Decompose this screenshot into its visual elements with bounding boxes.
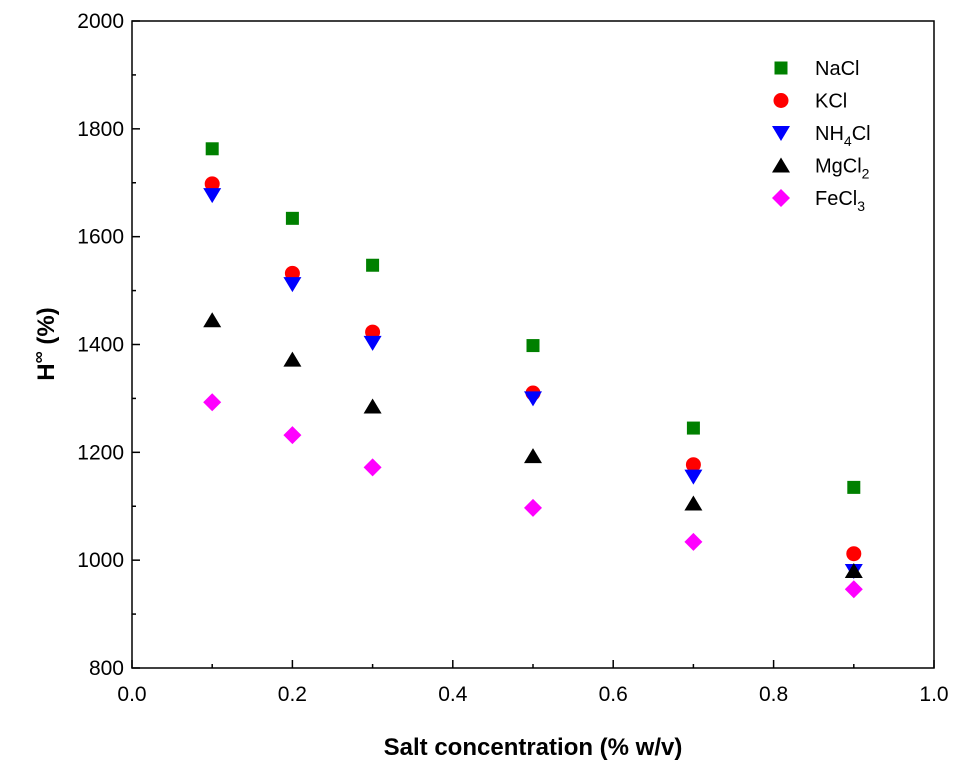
y-tick-label: 800: [89, 657, 124, 680]
legend-label-subscript: 2: [862, 166, 870, 182]
legend-marker: [772, 157, 790, 173]
x-tick-label: 0.8: [759, 683, 788, 706]
data-point: [526, 339, 540, 353]
data-point: [524, 498, 542, 517]
legend-label-subscript: 3: [857, 198, 865, 214]
data-point: [363, 458, 382, 477]
series-NH4Cl: [203, 188, 863, 579]
y-tick-label: 1600: [77, 226, 124, 249]
x-tick-label: 0.6: [599, 683, 628, 706]
legend-label-part: KCl: [815, 91, 847, 113]
data-point: [685, 457, 701, 473]
data-point: [283, 351, 302, 367]
x-tick-label: 0.4: [438, 683, 468, 706]
legend-label: NH4Cl: [815, 123, 871, 149]
data-point: [284, 265, 300, 281]
legend-label: MgCl2: [815, 156, 870, 182]
y-tick-label: 1200: [77, 441, 124, 464]
data-point: [684, 495, 703, 511]
legend-marker: [773, 93, 789, 108]
data-point: [686, 421, 700, 435]
x-tick-label: 0.0: [117, 683, 146, 706]
data-point: [524, 391, 542, 407]
legend-label-subscript: 4: [844, 133, 852, 149]
legend-label: FeCl3: [815, 188, 865, 214]
data-point: [844, 562, 863, 578]
data-point: [203, 188, 222, 204]
y-axis-title-sup: ∞: [29, 351, 48, 363]
data-point: [846, 546, 862, 562]
data-point: [365, 324, 381, 340]
data-point: [844, 580, 863, 599]
data-point: [684, 469, 703, 485]
x-axis: 0.0 0.2 0.4 0.6 0.8 1.0: [117, 660, 949, 706]
data-point: [204, 176, 220, 192]
data-point: [524, 448, 542, 464]
y-tick-label: 2000: [77, 10, 124, 33]
legend-label-part: NH: [815, 123, 844, 145]
legend-label-part: FeCl: [815, 188, 857, 210]
x-tick-label: 1.0: [919, 683, 948, 706]
data-point: [684, 532, 703, 551]
data-points: [203, 142, 863, 599]
data-point: [366, 258, 380, 272]
data-point: [363, 398, 382, 414]
legend-marker: [774, 61, 788, 75]
legend-label: NaCl: [815, 58, 859, 80]
y-axis: 800 1000 1200 1400 1600 1800 2000: [77, 10, 140, 680]
data-point: [203, 393, 222, 412]
series-MgCl2: [203, 312, 863, 578]
series-NaCl: [205, 142, 861, 494]
legend-marker: [772, 189, 790, 207]
x-axis-title: Salt concentration (% w/v): [384, 734, 683, 761]
data-point: [283, 426, 302, 445]
data-point: [283, 277, 302, 293]
data-point: [205, 142, 219, 156]
legend-label-part: NaCl: [815, 58, 859, 80]
y-axis-title: H∞ (%): [29, 307, 60, 380]
legend-label-part: MgCl: [815, 156, 862, 178]
y-tick-label: 1000: [77, 549, 124, 572]
data-point: [285, 211, 299, 225]
y-axis-title-unit: (%): [33, 307, 60, 351]
data-point: [203, 312, 222, 328]
legend-label: KCl: [815, 91, 847, 113]
y-axis-title-base: H: [33, 363, 60, 380]
series-FeCl3: [203, 393, 863, 599]
y-tick-label: 1400: [77, 334, 124, 357]
legend-marker: [772, 126, 790, 141]
x-tick-label: 0.2: [278, 683, 307, 706]
y-tick-label: 1800: [77, 118, 124, 141]
legend: NaCl KCl NH4Cl MgCl2 FeCl3: [772, 58, 871, 214]
data-point: [847, 480, 861, 494]
legend-label-part: Cl: [852, 123, 871, 145]
data-point: [363, 335, 382, 351]
